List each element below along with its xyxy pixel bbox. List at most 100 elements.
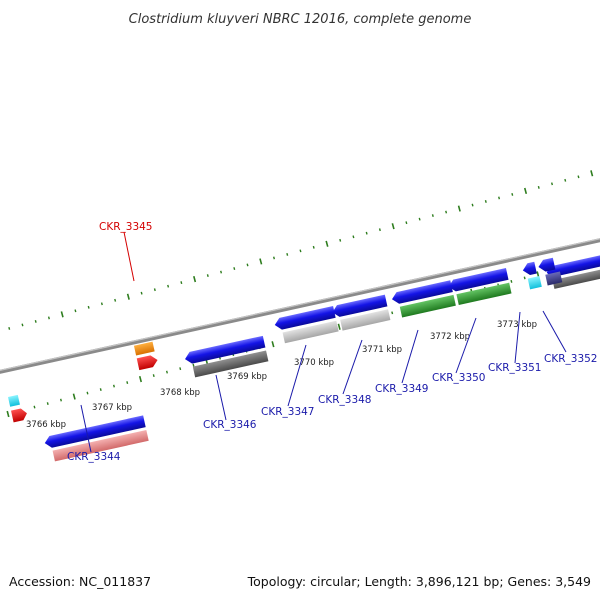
- minor-tick: [8, 327, 11, 330]
- minor-tick: [233, 267, 236, 270]
- scale-label: 3766 kbp: [26, 420, 66, 430]
- minor-tick: [577, 175, 580, 179]
- minor-tick: [179, 367, 182, 371]
- major-tick: [325, 240, 329, 247]
- cog-ckr-3346[interactable]: [192, 350, 269, 378]
- minor-tick: [523, 276, 526, 280]
- cog-ckr-3344[interactable]: [52, 430, 149, 462]
- major-tick: [72, 393, 76, 400]
- cds-ckr-3346[interactable]: [184, 335, 266, 365]
- minor-tick: [564, 178, 567, 182]
- minor-tick: [299, 249, 302, 253]
- gene-label-ckr-3349[interactable]: CKR_3349: [375, 383, 428, 395]
- minor-tick: [59, 398, 62, 402]
- cds-feature-left[interactable]: [11, 407, 28, 423]
- minor-tick: [100, 302, 103, 306]
- cog-ckr-3345[interactable]: [133, 341, 155, 356]
- cds-feature[interactable]: [546, 253, 600, 278]
- cds-track-upper-right: [546, 253, 600, 289]
- minor-tick: [484, 200, 487, 203]
- leader-ckr-3345: [123, 231, 135, 282]
- leader-ckr-3352: [542, 310, 567, 353]
- major-tick: [259, 258, 263, 265]
- minor-tick: [46, 402, 49, 405]
- cds-ckr-3347[interactable]: [273, 306, 336, 331]
- gene-label-ckr-3346[interactable]: CKR_3346: [203, 419, 257, 431]
- major-tick: [138, 375, 143, 383]
- major-tick: [60, 311, 64, 318]
- cog-feature-left[interactable]: [8, 394, 20, 407]
- minor-tick: [153, 288, 156, 292]
- minor-tick: [192, 363, 195, 367]
- minor-tick: [511, 192, 514, 196]
- minor-tick: [21, 323, 24, 327]
- cds-ckr-3349[interactable]: [391, 280, 453, 305]
- cog-ckr-3350[interactable]: [456, 282, 512, 306]
- leader-ckr-3351: [514, 311, 521, 364]
- minor-tick: [167, 284, 170, 288]
- minor-tick: [391, 311, 394, 315]
- cog-ckr-3349[interactable]: [399, 294, 456, 318]
- gene-labels: CKR_3344 CKR_3345 CKR_3346 CKR_3347 CKR_…: [67, 221, 597, 463]
- scale-label: 3770 kbp: [294, 358, 334, 368]
- genome-backbone-highlight: [0, 238, 600, 372]
- major-tick: [590, 170, 594, 177]
- minor-tick: [286, 252, 289, 256]
- cds-ckr-3350[interactable]: [447, 268, 509, 293]
- cog-feature[interactable]: [552, 267, 600, 289]
- major-tick: [391, 223, 395, 230]
- gene-label-ckr-3347[interactable]: CKR_3347: [261, 406, 314, 418]
- minor-tick: [74, 309, 77, 313]
- minor-tick: [352, 235, 355, 239]
- minor-tick: [498, 196, 501, 200]
- cds-ckr-3351[interactable]: [522, 261, 537, 277]
- minor-tick: [246, 263, 249, 267]
- gene-label-ckr-3344[interactable]: CKR_3344: [67, 451, 121, 463]
- minor-tick: [471, 203, 474, 207]
- cog-ckr-3352[interactable]: [545, 271, 563, 286]
- major-tick: [193, 275, 197, 283]
- cds-ckr-3344[interactable]: [43, 415, 146, 449]
- minor-tick: [126, 381, 129, 385]
- cog-ckr-3347[interactable]: [282, 320, 339, 344]
- feature-track: [8, 257, 563, 462]
- major-tick: [337, 323, 341, 330]
- scale-label: 3772 kbp: [430, 332, 470, 342]
- minor-tick: [510, 279, 513, 283]
- scale-label: 3771 kbp: [362, 345, 402, 355]
- minor-tick: [180, 281, 183, 285]
- minor-tick: [140, 291, 143, 295]
- leader-ckr-3347: [287, 344, 307, 407]
- minor-tick: [405, 221, 408, 225]
- cog-ckr-3351[interactable]: [527, 276, 542, 290]
- gene-label-ckr-3348[interactable]: CKR_3348: [318, 394, 371, 406]
- cds-ckr-3352[interactable]: [537, 257, 556, 273]
- accession-text: Accession: NC_011837: [9, 574, 151, 589]
- minor-tick: [312, 245, 315, 249]
- minor-tick: [86, 391, 89, 395]
- cog-ckr-3348[interactable]: [340, 309, 391, 331]
- minor-tick: [47, 316, 50, 320]
- minor-tick: [112, 384, 115, 388]
- label-leaders: [80, 231, 567, 453]
- minor-tick: [87, 305, 90, 309]
- minor-tick: [272, 256, 276, 260]
- scale-label: 3767 kbp: [92, 403, 132, 413]
- minor-tick: [114, 298, 117, 302]
- cds-ckr-3345[interactable]: [136, 354, 159, 371]
- gene-label-ckr-3352[interactable]: CKR_3352: [544, 353, 597, 365]
- cds-ckr-3348[interactable]: [331, 294, 388, 319]
- gene-label-ckr-3351[interactable]: CKR_3351: [488, 362, 541, 374]
- major-tick: [457, 205, 461, 212]
- major-tick: [6, 410, 10, 418]
- minor-tick: [365, 231, 368, 235]
- gene-label-ckr-3350[interactable]: CKR_3350: [432, 372, 485, 384]
- minor-tick: [206, 274, 209, 277]
- minor-tick: [33, 405, 36, 409]
- outer-tick-ring: [8, 170, 594, 330]
- minor-tick: [34, 319, 37, 323]
- minor-tick: [378, 228, 381, 232]
- scale-label: 3768 kbp: [160, 388, 200, 398]
- gene-label-ckr-3345[interactable]: CKR_3345: [99, 221, 152, 233]
